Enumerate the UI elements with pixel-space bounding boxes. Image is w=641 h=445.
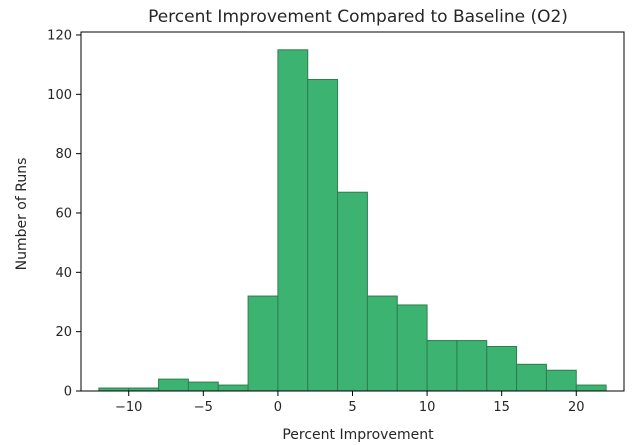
histogram-bar-9 bbox=[366, 295, 398, 392]
histogram-bar-16 bbox=[575, 384, 607, 392]
histogram-bar-14 bbox=[516, 363, 547, 392]
histogram-bar-12 bbox=[456, 340, 488, 392]
x-tick-label: 15 bbox=[493, 400, 510, 415]
y-tick-label: 80 bbox=[55, 147, 72, 162]
histogram-bar-8 bbox=[337, 191, 368, 392]
histogram-bar-4 bbox=[217, 384, 249, 392]
histogram-bars bbox=[98, 49, 607, 392]
x-tick-label: 0 bbox=[274, 400, 282, 415]
y-axis-label: Number of Runs bbox=[14, 158, 30, 271]
histogram-bar-3 bbox=[187, 381, 219, 392]
x-tick-label: −10 bbox=[115, 400, 142, 415]
histogram-bar-13 bbox=[486, 345, 518, 392]
x-tick-label: −5 bbox=[194, 400, 213, 415]
x-axis-ticks: −10 −5 0 5 10 15 20 bbox=[115, 391, 585, 415]
histogram-bar-10 bbox=[396, 304, 428, 392]
histogram-bar-7 bbox=[307, 78, 339, 392]
histogram-bar-11 bbox=[426, 340, 458, 392]
x-axis-label: Percent Improvement bbox=[282, 427, 434, 443]
plot-frame bbox=[80, 31, 625, 392]
y-tick-label: 40 bbox=[55, 266, 72, 281]
histogram-bar-2 bbox=[158, 378, 189, 392]
chart-title: Percent Improvement Compared to Baseline… bbox=[148, 7, 568, 27]
y-axis-ticks: 0 20 40 60 80 100 120 bbox=[47, 28, 81, 400]
y-tick-label: 0 bbox=[64, 385, 72, 400]
y-tick-label: 100 bbox=[47, 88, 72, 103]
x-tick-label: 5 bbox=[348, 400, 356, 415]
histogram-bar-6 bbox=[277, 49, 309, 392]
y-tick-label: 120 bbox=[47, 28, 72, 43]
y-tick-label: 20 bbox=[55, 325, 72, 340]
x-tick-label: 20 bbox=[568, 400, 585, 415]
x-tick-label: 10 bbox=[419, 400, 436, 415]
histogram-bar-15 bbox=[545, 369, 577, 392]
histogram-bar-5 bbox=[247, 295, 279, 392]
y-tick-label: 60 bbox=[55, 206, 72, 221]
